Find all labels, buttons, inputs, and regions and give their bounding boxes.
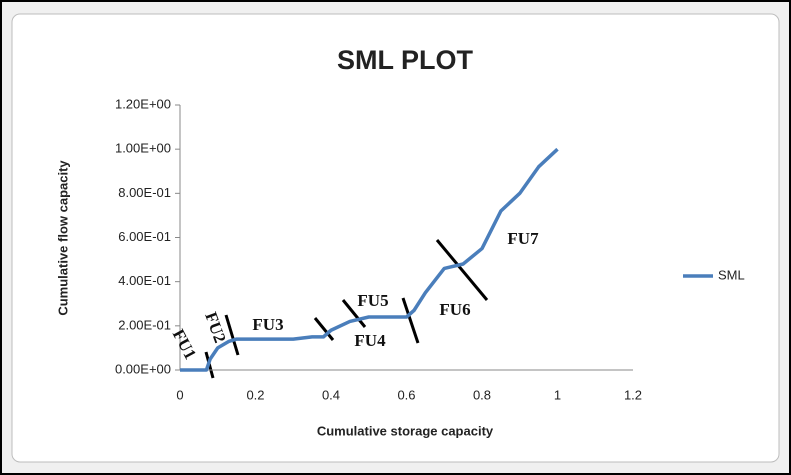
x-tick-label: 0 [176, 387, 183, 402]
x-tick-label: 1.2 [624, 387, 642, 402]
chart-area [11, 13, 780, 463]
y-axis-label: Cumulative flow capacity [55, 160, 70, 316]
y-tick-label: 8.00E-01 [118, 185, 171, 200]
x-tick-label: 0.4 [322, 387, 340, 402]
chart-title: SML PLOT [337, 45, 474, 75]
y-tick-label: 1.00E+00 [115, 141, 171, 156]
slash [341, 299, 367, 328]
boundary-slashes [204, 239, 489, 379]
annotation: FU3 [252, 315, 283, 334]
annotation: FU6 [439, 300, 470, 319]
x-axis-label: Cumulative storage capacity [317, 423, 494, 438]
annotation: FU7 [507, 229, 539, 248]
y-tick-label: 1.20E+00 [115, 96, 171, 111]
y-tick-label: 2.00E-01 [118, 317, 171, 332]
slash [401, 297, 420, 344]
x-tick-label: 1 [554, 387, 561, 402]
x-tick-label: 0.2 [246, 387, 264, 402]
annotation: FU4 [354, 331, 386, 350]
x-tick-label: 0.6 [397, 387, 415, 402]
slash [224, 314, 240, 356]
series-line [180, 147, 559, 372]
slash [435, 239, 489, 301]
legend-label: SML [718, 267, 745, 282]
annotation: FU5 [357, 291, 388, 310]
x-tick-label: 0.8 [473, 387, 491, 402]
slash [313, 317, 335, 341]
y-tick-label: 6.00E-01 [118, 229, 171, 244]
y-tick-label: 0.00E+00 [115, 361, 171, 376]
y-tick-label: 4.00E-01 [118, 273, 171, 288]
